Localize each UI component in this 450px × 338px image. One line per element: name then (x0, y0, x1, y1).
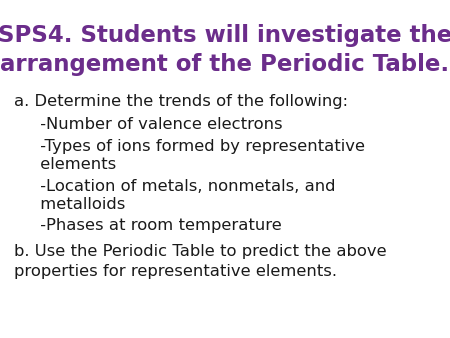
Text: -Types of ions formed by representative: -Types of ions formed by representative (14, 139, 364, 154)
Text: -Location of metals, nonmetals, and: -Location of metals, nonmetals, and (14, 179, 335, 194)
Text: b. Use the Periodic Table to predict the above: b. Use the Periodic Table to predict the… (14, 244, 386, 259)
Text: SPS4. Students will investigate the: SPS4. Students will investigate the (0, 24, 450, 47)
Text: elements: elements (14, 157, 116, 172)
Text: -Number of valence electrons: -Number of valence electrons (14, 117, 282, 131)
Text: -Phases at room temperature: -Phases at room temperature (14, 218, 281, 233)
Text: arrangement of the Periodic Table.: arrangement of the Periodic Table. (0, 53, 450, 76)
Text: metalloids: metalloids (14, 197, 125, 212)
Text: a. Determine the trends of the following:: a. Determine the trends of the following… (14, 94, 347, 109)
Text: properties for representative elements.: properties for representative elements. (14, 264, 337, 279)
